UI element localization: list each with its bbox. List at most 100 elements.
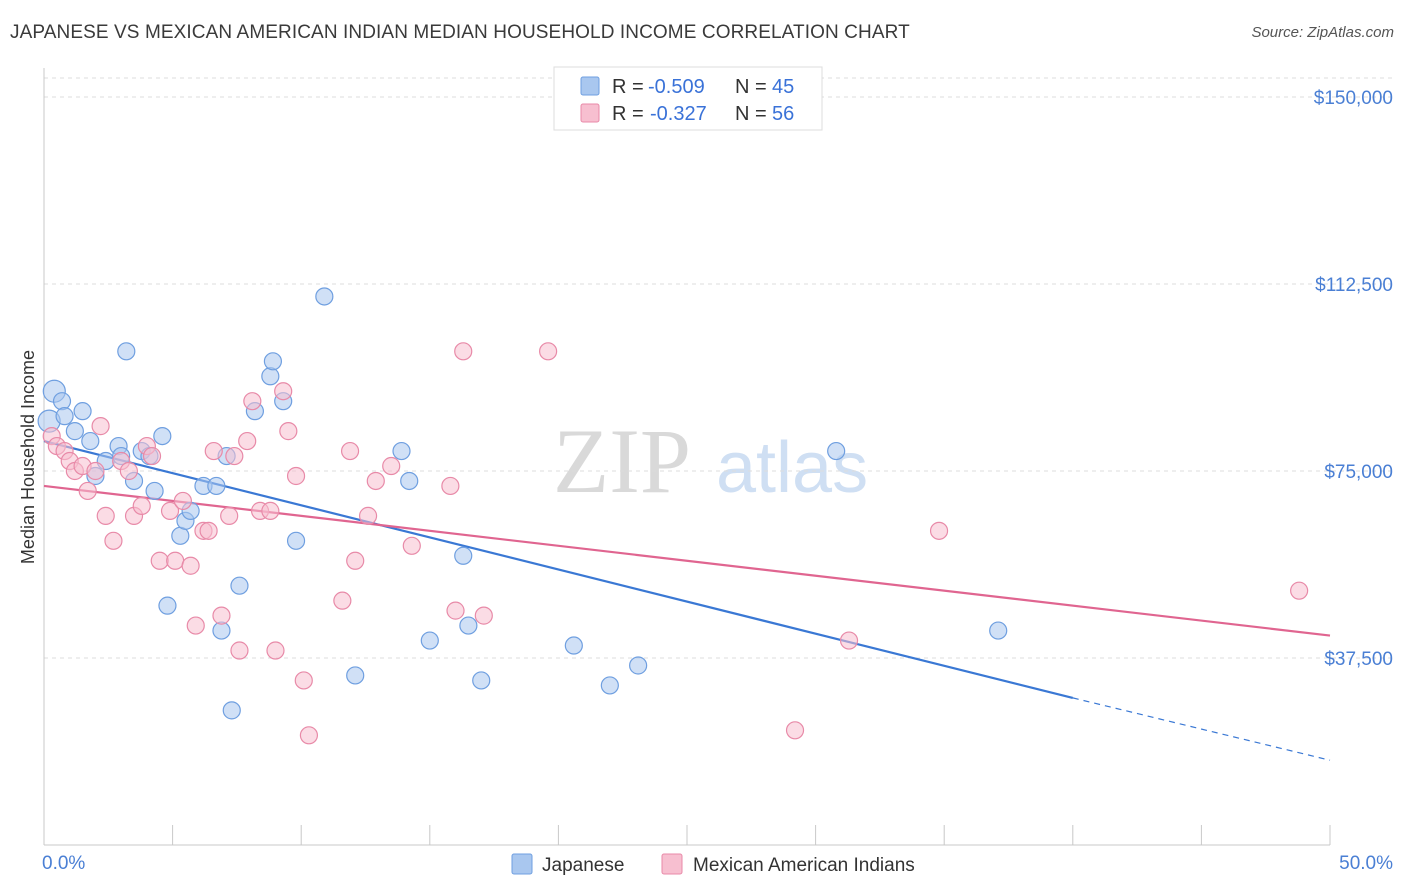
point-japanese-26 — [230, 576, 249, 595]
point-mexican-american-indians-35 — [274, 382, 293, 401]
point-japanese-42 — [629, 656, 648, 675]
point-japanese-2 — [52, 392, 72, 411]
point-japanese-34 — [392, 441, 411, 461]
point-mexican-american-indians-41 — [340, 441, 360, 461]
point-mexican-american-indians-48 — [446, 601, 465, 620]
point-mexican-american-indians-17 — [150, 551, 169, 570]
point-japanese-41 — [600, 676, 619, 695]
series-legend: Japanese Mexican American Indians — [511, 853, 915, 876]
watermark: ZIP atlas — [553, 410, 868, 512]
legend-r-label-1: R = — [612, 76, 644, 98]
y-tick-label-0: $37,500 — [1324, 649, 1393, 670]
legend-n-value-1: 45 — [772, 76, 794, 98]
point-mexican-american-indians-38 — [294, 671, 313, 690]
point-mexican-american-indians-28 — [225, 446, 244, 466]
point-mexican-american-indians-18 — [160, 501, 180, 520]
correlation-legend: R = -0.509 N = 45 R = -0.327 N = 56 — [553, 66, 823, 131]
point-japanese-31 — [286, 531, 306, 550]
y-tick-label-3: $150,000 — [1314, 88, 1393, 109]
point-japanese-43 — [827, 441, 846, 461]
point-japanese-36 — [420, 631, 439, 650]
point-mexican-american-indians-29 — [230, 641, 249, 660]
point-mexican-american-indians-16 — [142, 446, 162, 466]
point-japanese-38 — [459, 616, 478, 635]
watermark-zip: ZIP — [553, 410, 691, 512]
point-mexican-american-indians-50 — [474, 606, 493, 625]
bottom-legend-label-japanese: Japanese — [542, 855, 624, 876]
point-mexican-american-indians-54 — [929, 521, 949, 540]
x-tick-labels: 0.0% 50.0% — [42, 853, 1393, 874]
y-tick-label-2: $112,500 — [1315, 275, 1393, 296]
point-mexican-american-indians-25 — [204, 441, 223, 461]
point-mexican-american-indians-20 — [173, 491, 192, 511]
point-mexican-american-indians-12 — [119, 461, 138, 481]
point-mexican-american-indians-30 — [238, 431, 257, 451]
x-tick-label-min: 0.0% — [42, 853, 85, 874]
point-mexican-american-indians-22 — [186, 616, 205, 635]
point-mexican-american-indians-36 — [279, 422, 298, 441]
point-japanese-40 — [564, 636, 583, 655]
point-mexican-american-indians-9 — [96, 506, 115, 525]
y-axis-title: Median Household Income — [18, 350, 38, 564]
point-japanese-33 — [346, 666, 365, 685]
point-mexican-american-indians-53 — [839, 631, 859, 650]
point-mexican-american-indians-14 — [132, 496, 151, 516]
point-japanese-17 — [158, 596, 177, 615]
point-japanese-6 — [81, 431, 100, 451]
point-japanese-28 — [261, 367, 280, 386]
point-mexican-american-indians-40 — [333, 591, 352, 610]
legend-swatch-japanese — [580, 76, 600, 96]
point-mexican-american-indians-43 — [358, 506, 378, 525]
point-mexican-american-indians-31 — [243, 392, 262, 411]
legend-n-value-2: 56 — [772, 103, 794, 125]
point-mexican-american-indians-33 — [261, 501, 280, 520]
point-mexican-american-indians-34 — [266, 641, 285, 660]
point-mexican-american-indians-24 — [199, 521, 218, 540]
legend-r-value-1: -0.509 — [648, 76, 705, 98]
source-credit: Source: ZipAtlas.com — [1251, 24, 1394, 41]
watermark-atlas: atlas — [716, 428, 868, 508]
point-mexican-american-indians-37 — [286, 466, 306, 486]
point-japanese-37 — [454, 546, 473, 565]
point-mexican-american-indians-10 — [104, 531, 123, 550]
point-mexican-american-indians-52 — [785, 721, 805, 740]
point-japanese-11 — [117, 342, 136, 361]
point-mexican-american-indians-55 — [1290, 581, 1309, 600]
point-mexican-american-indians-26 — [212, 606, 231, 625]
legend-n-label-1: N = — [735, 76, 767, 98]
point-japanese-35 — [400, 471, 419, 491]
point-mexican-american-indians-6 — [78, 481, 97, 501]
axes — [43, 68, 1331, 846]
point-mexican-american-indians-39 — [299, 726, 319, 745]
point-japanese-5 — [73, 402, 92, 421]
point-mexican-american-indians-21 — [181, 556, 200, 575]
point-mexican-american-indians-19 — [166, 551, 185, 570]
point-mexican-american-indians-51 — [539, 342, 558, 361]
legend-n-label-2: N = — [735, 103, 767, 125]
point-japanese-39 — [472, 671, 491, 690]
trend-line-extension-japanese — [1072, 697, 1331, 761]
point-japanese-4 — [65, 422, 84, 441]
point-japanese-32 — [315, 287, 334, 306]
point-mexican-american-indians-47 — [441, 476, 460, 496]
data-points — [37, 287, 1309, 745]
point-japanese-15 — [145, 481, 164, 501]
point-mexican-american-indians-45 — [382, 456, 401, 476]
y-tick-labels: $37,500 $75,000 $112,500 $150,000 — [1314, 88, 1393, 670]
point-mexican-american-indians-42 — [346, 551, 365, 570]
point-japanese-44 — [989, 621, 1008, 640]
point-japanese-3 — [55, 407, 74, 426]
y-tick-label-1: $75,000 — [1324, 462, 1393, 483]
point-mexican-american-indians-46 — [402, 536, 421, 555]
point-mexican-american-indians-7 — [86, 461, 105, 481]
bottom-legend-swatch-japanese — [511, 853, 533, 875]
gridlines — [44, 77, 1395, 659]
point-mexican-american-indians-44 — [366, 471, 385, 491]
point-mexican-american-indians-27 — [220, 506, 239, 525]
legend-swatch-mexican-american-indians — [580, 103, 600, 123]
point-mexican-american-indians-49 — [454, 342, 473, 361]
legend-r-value-2: -0.327 — [650, 103, 707, 125]
chart-title: JAPANESE VS MEXICAN AMERICAN INDIAN MEDI… — [10, 22, 910, 43]
bottom-legend-label-mexican-american-indians: Mexican American Indians — [693, 855, 915, 876]
